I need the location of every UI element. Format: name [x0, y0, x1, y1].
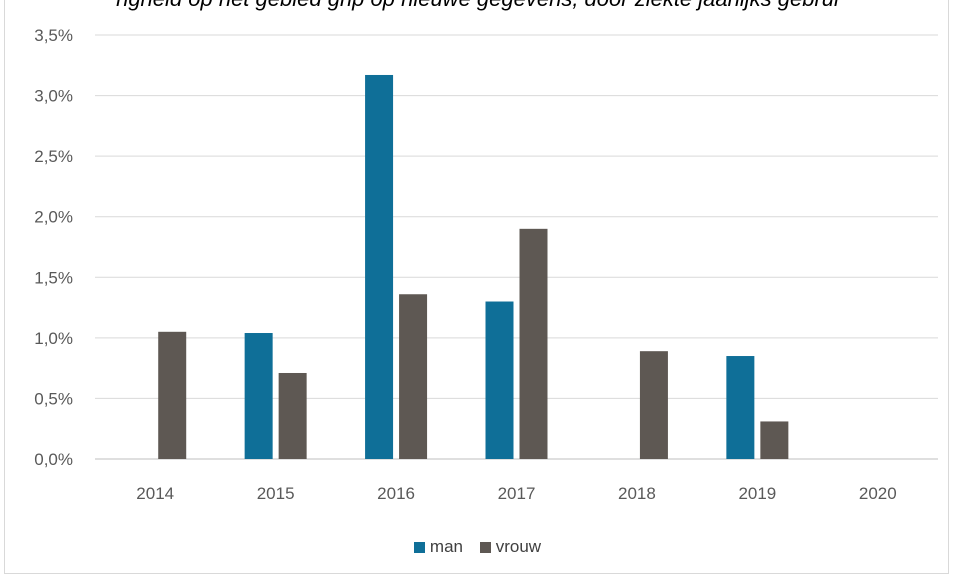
legend-label-vrouw: vrouw — [495, 537, 542, 556]
x-tick-label: 2020 — [859, 484, 897, 503]
y-tick-label: 1,0% — [34, 329, 73, 348]
bar-vrouw-2016 — [399, 294, 428, 459]
bar-vrouw-2017 — [519, 228, 548, 459]
legend-swatch-vrouw — [479, 541, 491, 553]
x-tick-label: 2018 — [618, 484, 656, 503]
chart-frame — [4, 0, 949, 574]
y-tick-label: 3,5% — [34, 26, 73, 45]
y-tick-label: 0,0% — [34, 450, 73, 469]
y-tick-label: 3,0% — [34, 87, 73, 106]
x-tick-label: 2015 — [257, 484, 295, 503]
bar-man-2017 — [485, 301, 514, 459]
bar-man-2019 — [726, 356, 755, 459]
y-tick-label: 2,0% — [34, 208, 73, 227]
legend-item-vrouw: vrouw — [479, 537, 542, 557]
legend-label-man: man — [429, 537, 463, 556]
legend: man vrouw — [0, 537, 955, 558]
y-tick-label: 0,5% — [34, 389, 73, 408]
x-tick-label: 2014 — [136, 484, 174, 503]
legend-item-man: man — [413, 537, 463, 557]
legend-swatch-man — [413, 541, 425, 553]
bar-vrouw-2019 — [760, 421, 789, 459]
bar-vrouw-2018 — [639, 351, 668, 459]
bar-man-2015 — [244, 333, 273, 459]
chart-title: ngheid op het gebied grip op nieuwe gege… — [0, 0, 955, 12]
bar-man-2016 — [365, 74, 394, 459]
y-tick-label: 2,5% — [34, 147, 73, 166]
bar-vrouw-2014 — [158, 331, 187, 459]
x-tick-label: 2016 — [377, 484, 415, 503]
x-tick-label: 2019 — [738, 484, 776, 503]
y-tick-label: 1,5% — [34, 268, 73, 287]
x-tick-label: 2017 — [498, 484, 536, 503]
bar-vrouw-2015 — [278, 372, 307, 459]
